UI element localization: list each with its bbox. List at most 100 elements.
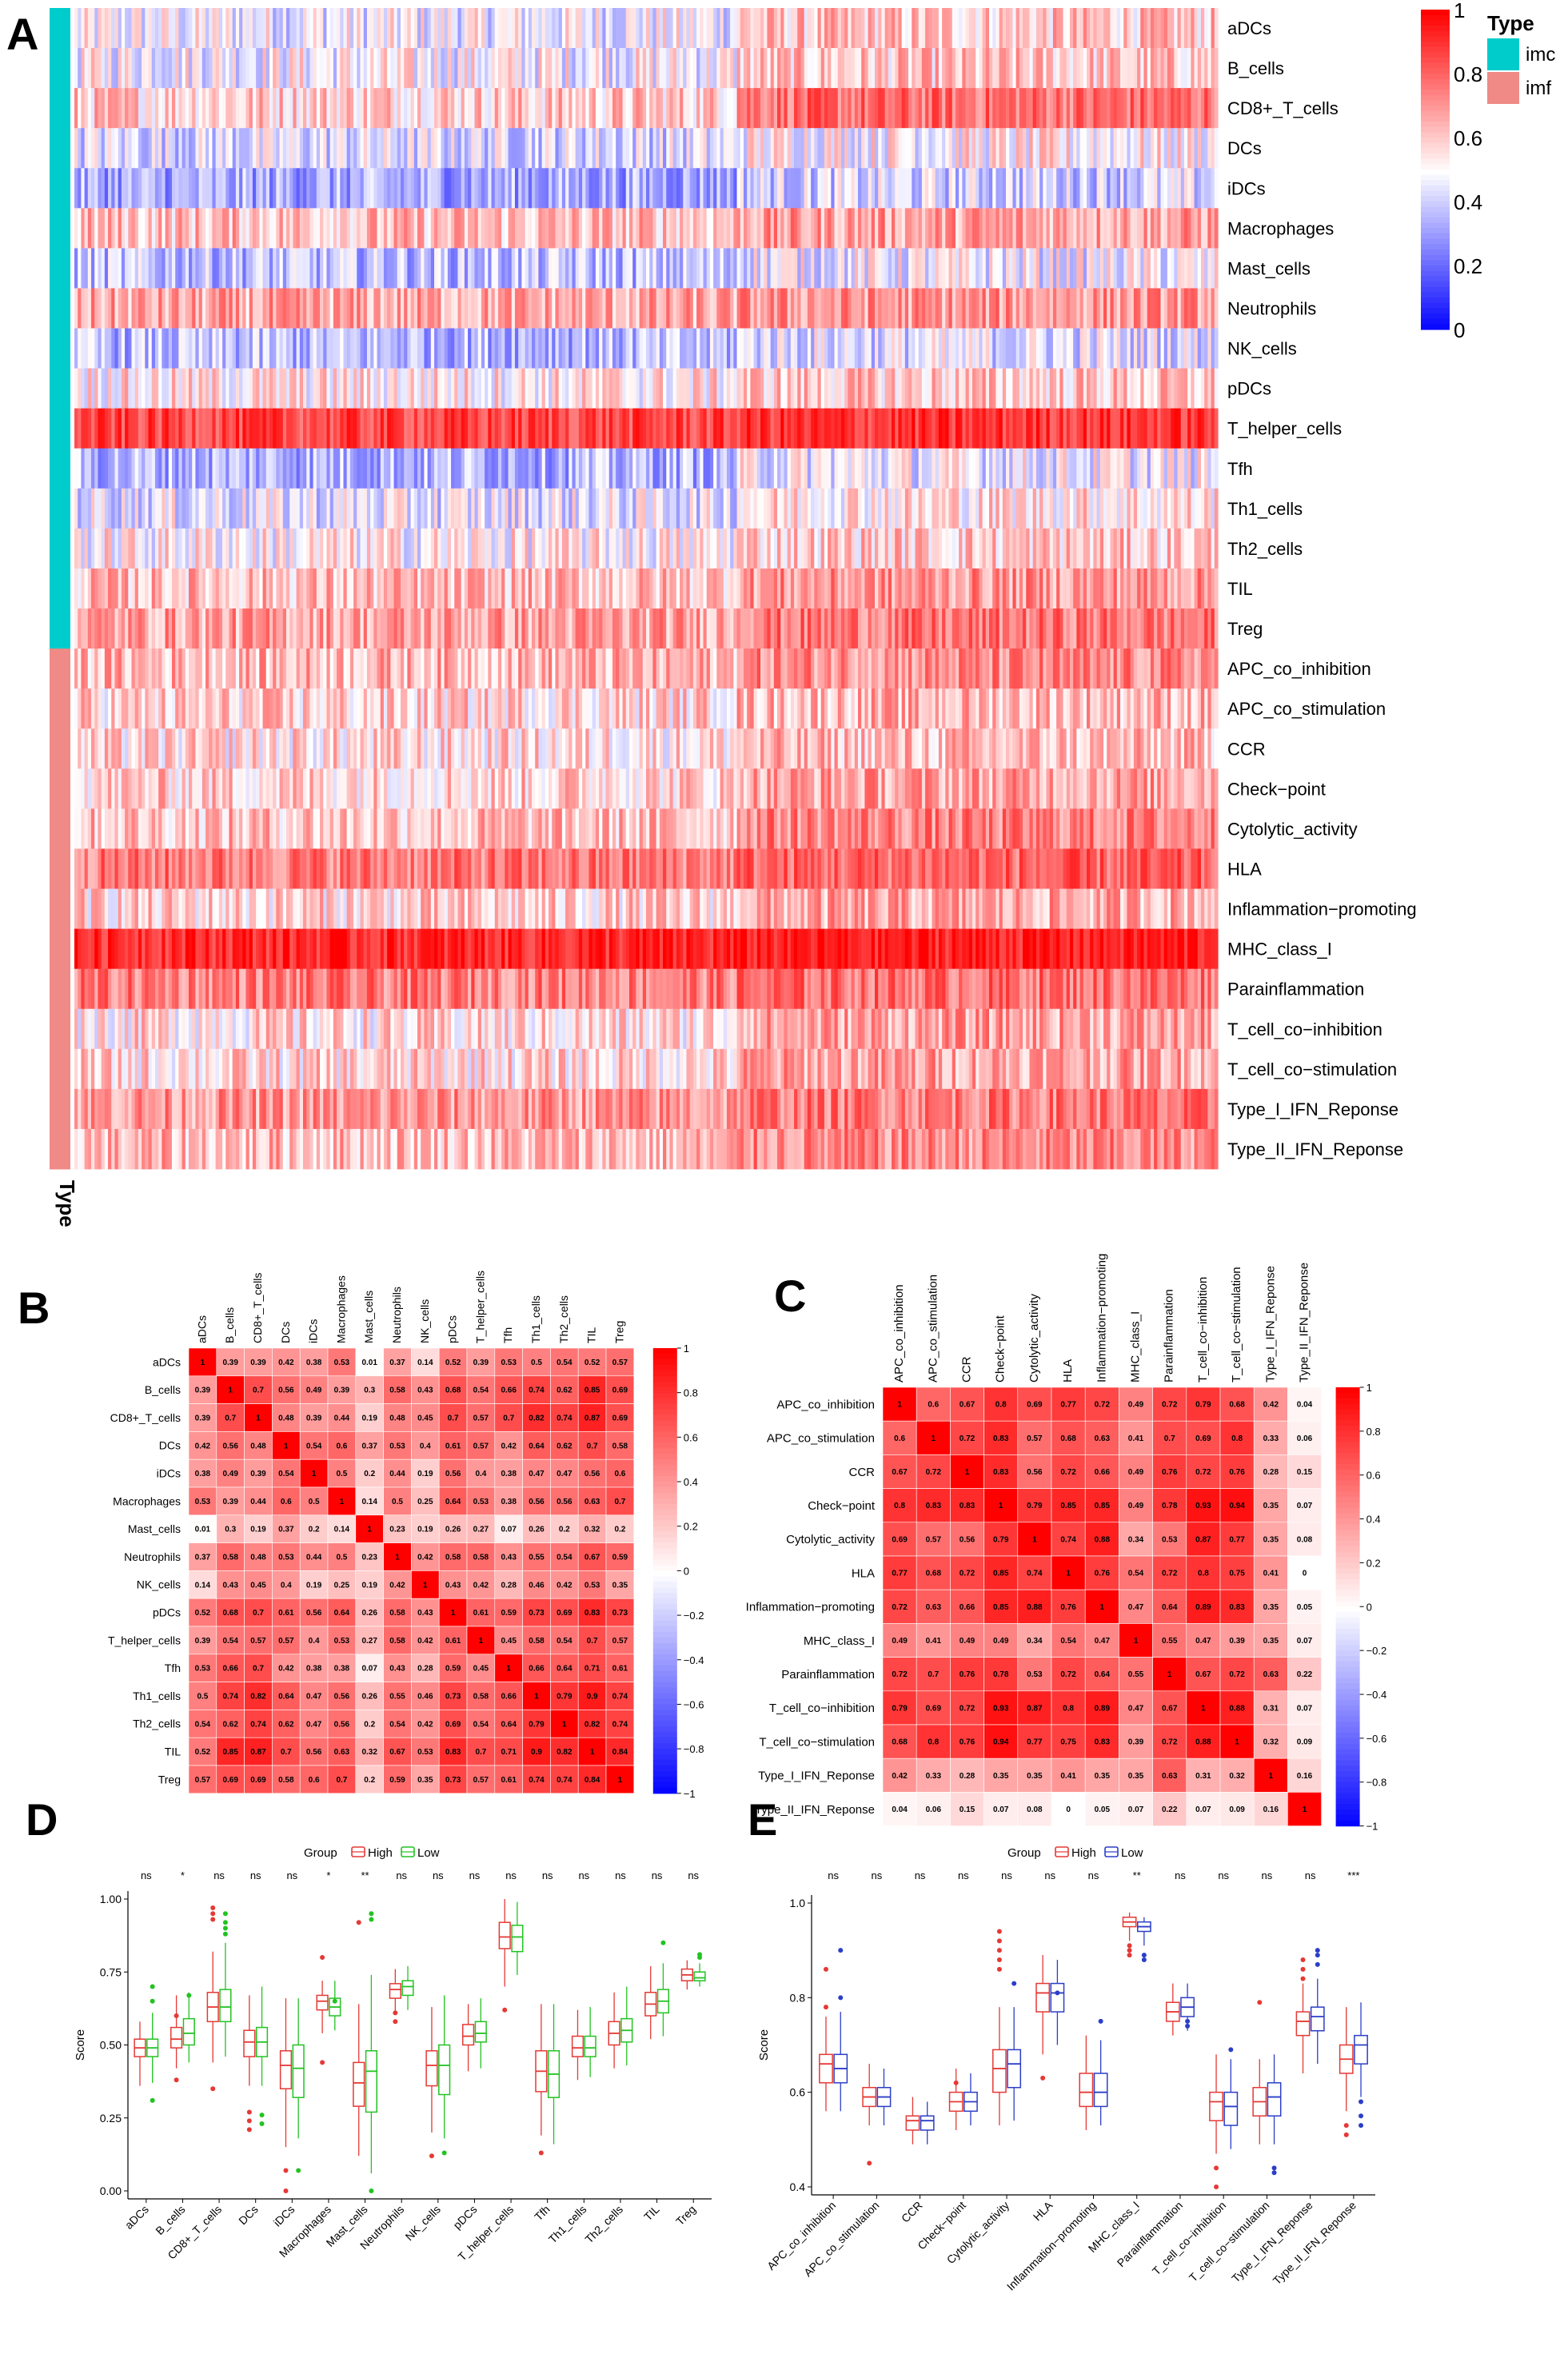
corr-value: 0.44 <box>334 1414 350 1423</box>
corr-value: 0.87 <box>250 1748 266 1757</box>
annotation-cell-23 <box>50 928 70 970</box>
box-outlier <box>1343 2132 1349 2137</box>
corr-value: 0.39 <box>195 1637 211 1646</box>
corr-cell <box>383 1598 412 1627</box>
column-label: aDCs <box>195 1315 208 1343</box>
corr-cell <box>1287 1488 1322 1523</box>
colorbar-step <box>1335 1535 1360 1542</box>
corr-value: 0.68 <box>1229 1401 1245 1410</box>
corr-value: 0.63 <box>334 1748 350 1757</box>
colorbar-step <box>1335 1387 1360 1394</box>
corr-value: 0.7 <box>587 1637 598 1646</box>
significance-label: ns <box>1175 1869 1186 1881</box>
box-outlier <box>1141 1957 1147 1962</box>
corr-cell <box>466 1375 496 1404</box>
corr-cell <box>438 1347 468 1377</box>
corr-cell <box>916 1555 951 1590</box>
colorbar-step <box>652 1693 677 1700</box>
corr-value: 0.69 <box>557 1609 573 1618</box>
corr-value: 0.63 <box>1095 1434 1111 1443</box>
column-label: DCs <box>279 1322 292 1343</box>
corr-cell <box>1253 1623 1288 1658</box>
x-tick-label: CCR <box>899 2199 925 2225</box>
corr-value: 0.38 <box>334 1665 350 1674</box>
corr-value: 0.82 <box>557 1748 573 1757</box>
colorbar-a-step <box>1421 26 1450 32</box>
row-label: aDCs <box>1227 18 1271 38</box>
annotation-cell-8 <box>50 328 70 369</box>
colorbar-step <box>652 1514 677 1522</box>
corr-cell <box>950 1420 984 1455</box>
corr-value: 0.54 <box>389 1720 405 1729</box>
corr-value: 0.42 <box>1263 1401 1279 1410</box>
colorbar-step <box>652 1598 677 1605</box>
corr-value: 0.88 <box>1229 1704 1245 1713</box>
corr-value: 0.6 <box>928 1401 939 1410</box>
significance-label: ** <box>1133 1869 1141 1881</box>
corr-cell <box>355 1682 384 1710</box>
colorbar-a-step <box>1421 260 1450 266</box>
corr-value: 0.83 <box>993 1434 1009 1443</box>
corr-value: 0.52 <box>195 1609 211 1618</box>
corr-cell <box>327 1737 357 1766</box>
corr-value: 0.77 <box>1060 1401 1076 1410</box>
corr-cell <box>1152 1420 1187 1455</box>
row-label: Macrophages <box>113 1494 181 1507</box>
column-label: Treg <box>612 1321 625 1343</box>
row-label: Treg <box>158 1773 181 1785</box>
colorbar-a-step <box>1421 244 1450 250</box>
corr-value: 0.73 <box>445 1776 461 1785</box>
corr-value: 0.61 <box>612 1665 628 1674</box>
colorbar-step <box>1335 1710 1360 1718</box>
y-tick-label: 0.4 <box>790 2180 806 2193</box>
corr-cell <box>1253 1420 1288 1455</box>
colorbar-step <box>1335 1749 1360 1756</box>
box-outlier <box>1359 2099 1364 2105</box>
colorbar-a-step <box>1421 148 1450 154</box>
corr-value: 0.82 <box>529 1414 545 1423</box>
box-outlier <box>369 1917 374 1922</box>
corr-value: 0.7 <box>253 1665 264 1674</box>
corr-value: 0.2 <box>364 1470 375 1478</box>
colorbar-step <box>1335 1541 1360 1547</box>
colorbar-step <box>1335 1776 1360 1783</box>
corr-cell <box>1287 1386 1322 1422</box>
colorbar-step <box>1335 1398 1360 1405</box>
colorbar-tick: −0.8 <box>1367 1777 1387 1789</box>
colorbar-step <box>1335 1590 1360 1597</box>
corr-value: 0.85 <box>993 1570 1009 1578</box>
corr-cell <box>355 1626 384 1655</box>
corr-value: 0.85 <box>993 1603 1009 1612</box>
corr-value: 1 <box>1134 1637 1139 1646</box>
corr-value: 0.38 <box>501 1498 517 1506</box>
x-tick-label: Type_I_IFN_Reponse <box>1229 2199 1315 2285</box>
corr-value: 0.41 <box>1263 1570 1279 1578</box>
box-low <box>219 1989 232 2023</box>
corr-cell <box>272 1598 301 1627</box>
corr-cell <box>411 1486 440 1516</box>
box-outlier <box>838 1948 844 1953</box>
corr-cell <box>411 1542 440 1571</box>
row-label: APC_co_stimulation <box>767 1432 875 1446</box>
corr-value: 0.5 <box>392 1498 403 1506</box>
corr-value: 0.07 <box>1297 1704 1313 1713</box>
corr-value: 0.61 <box>473 1609 489 1618</box>
corr-value: 0.71 <box>501 1748 517 1757</box>
corr-cell <box>272 1514 301 1543</box>
colorbar-a-tick: 0.2 <box>1454 254 1482 278</box>
corr-cell <box>605 1710 635 1738</box>
corr-cell <box>882 1792 917 1826</box>
column-label: CD8+_T_cells <box>251 1273 264 1343</box>
corr-value: 0.42 <box>473 1581 489 1590</box>
corr-cell <box>1152 1657 1187 1692</box>
colorbar-a-step <box>1421 212 1450 218</box>
corr-value: 0.66 <box>501 1693 517 1702</box>
corr-cell <box>272 1737 301 1766</box>
corr-cell <box>494 1347 523 1377</box>
corr-cell <box>577 1737 607 1766</box>
row-label: MHC_class_I <box>804 1634 875 1648</box>
corr-value: 0.56 <box>278 1386 294 1395</box>
corr-cell <box>1287 1454 1322 1489</box>
corr-cell <box>577 1682 607 1710</box>
corr-cell <box>950 1555 984 1590</box>
